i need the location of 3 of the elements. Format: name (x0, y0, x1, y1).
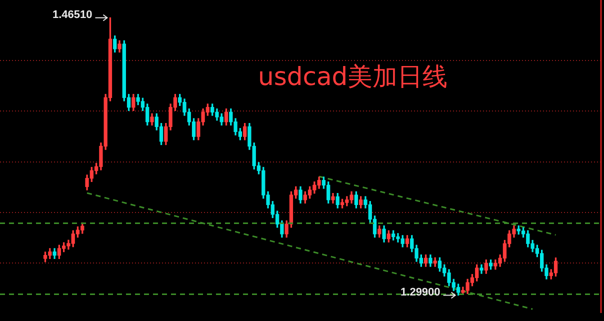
annotation: 1.29900 (400, 286, 440, 298)
text: usdcad美加日线 (258, 61, 448, 93)
annotation: 1.46510 (52, 8, 92, 21)
